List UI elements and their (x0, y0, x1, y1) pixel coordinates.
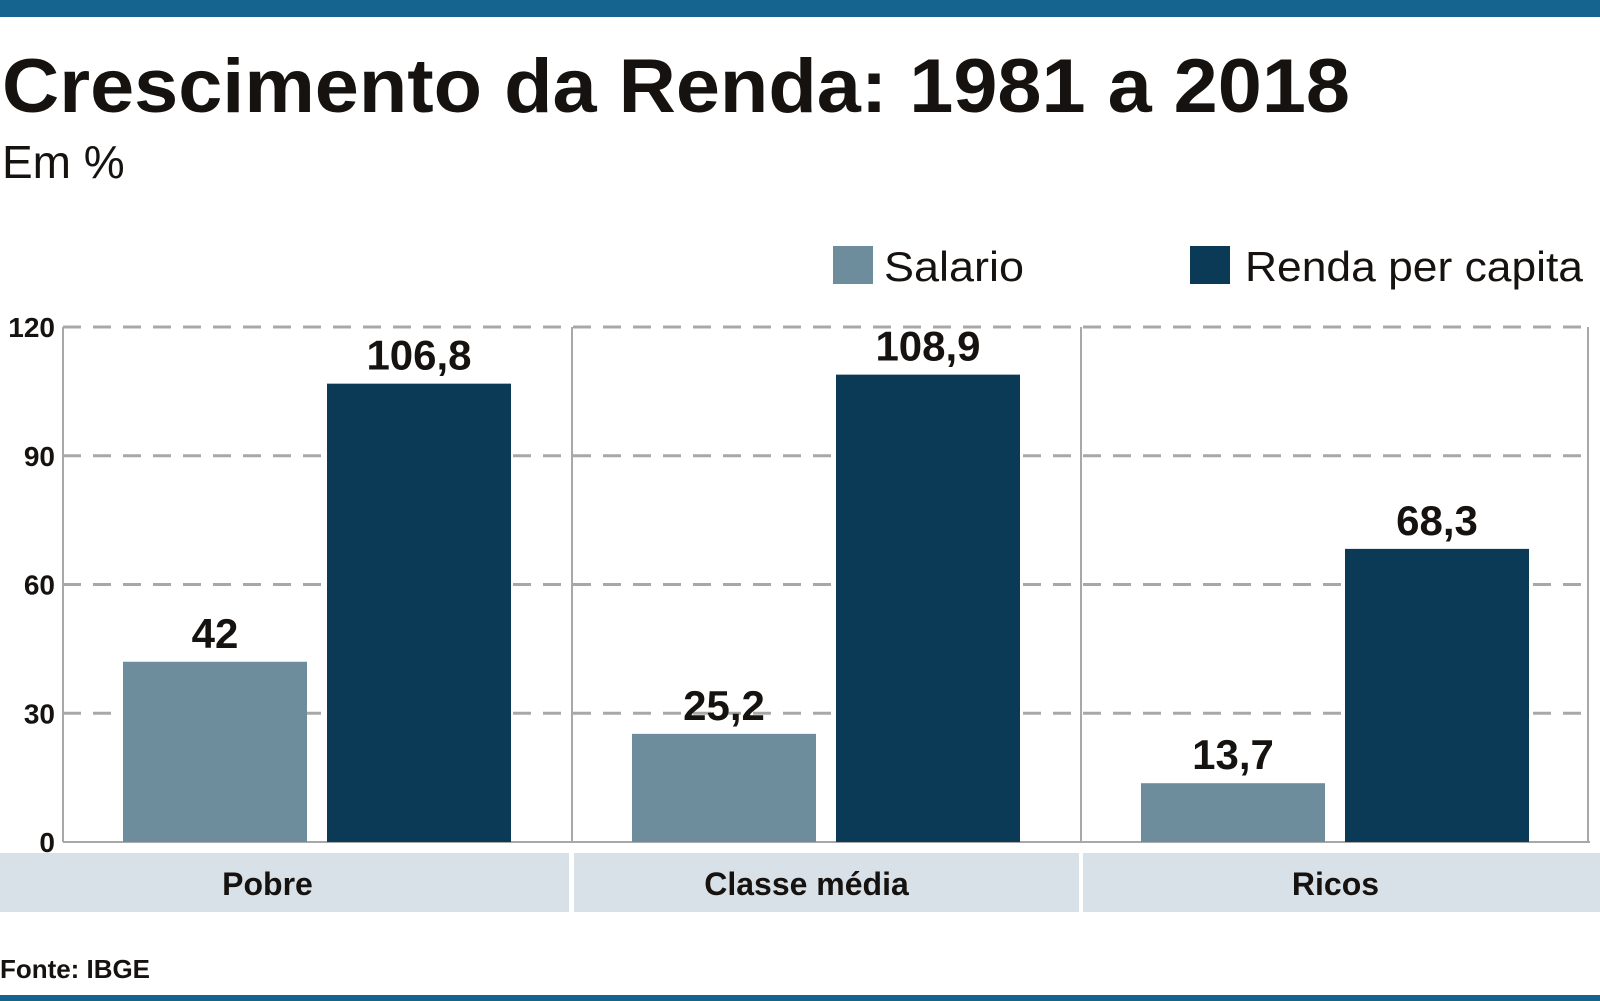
bar-salario (123, 661, 307, 842)
legend-swatch-renda (1190, 246, 1230, 284)
bar-salario (632, 733, 816, 842)
category-band: Pobre Classe média Ricos (0, 853, 1600, 912)
chart-subtitle: Em % (2, 136, 125, 188)
y-tick-label: 0 (39, 827, 55, 858)
y-tick-label: 90 (24, 441, 55, 472)
legend: Salario Renda per capita (833, 243, 1584, 290)
x-category-label: Classe média (704, 866, 909, 902)
source-note: Fonte: IBGE (0, 954, 150, 984)
bar-renda (1345, 548, 1529, 842)
category-band-cell (1083, 853, 1600, 912)
x-category-label: Ricos (1292, 866, 1379, 902)
chart-title: Crescimento da Renda: 1981 a 2018 (2, 44, 1350, 129)
axes: 0 30 60 90 120 (8, 312, 1590, 858)
y-tick-label: 60 (24, 570, 55, 601)
data-label: 106,8 (366, 332, 471, 379)
gridlines (63, 325, 1590, 715)
data-label: 68,3 (1396, 497, 1478, 544)
top-accent-bar (0, 0, 1600, 17)
category-band-cell (574, 853, 1079, 912)
legend-label-renda: Renda per capita (1245, 243, 1584, 290)
y-tick-label: 120 (8, 312, 55, 343)
y-tick-label: 30 (24, 698, 55, 729)
bars: 42 106,8 25,2 108,9 13,7 68,3 (123, 323, 1529, 842)
bar-renda (836, 374, 1020, 842)
x-category-label: Pobre (222, 866, 313, 902)
category-band-cell (0, 853, 569, 912)
legend-swatch-salario (833, 246, 873, 284)
bar-renda (327, 383, 511, 842)
data-label: 25,2 (683, 682, 765, 729)
data-label: 108,9 (875, 323, 980, 370)
data-label: 42 (192, 610, 239, 657)
bottom-accent-bar (0, 995, 1600, 1001)
legend-label-salario: Salario (884, 243, 1024, 290)
bar-salario (1141, 783, 1325, 842)
data-label: 13,7 (1192, 731, 1274, 778)
